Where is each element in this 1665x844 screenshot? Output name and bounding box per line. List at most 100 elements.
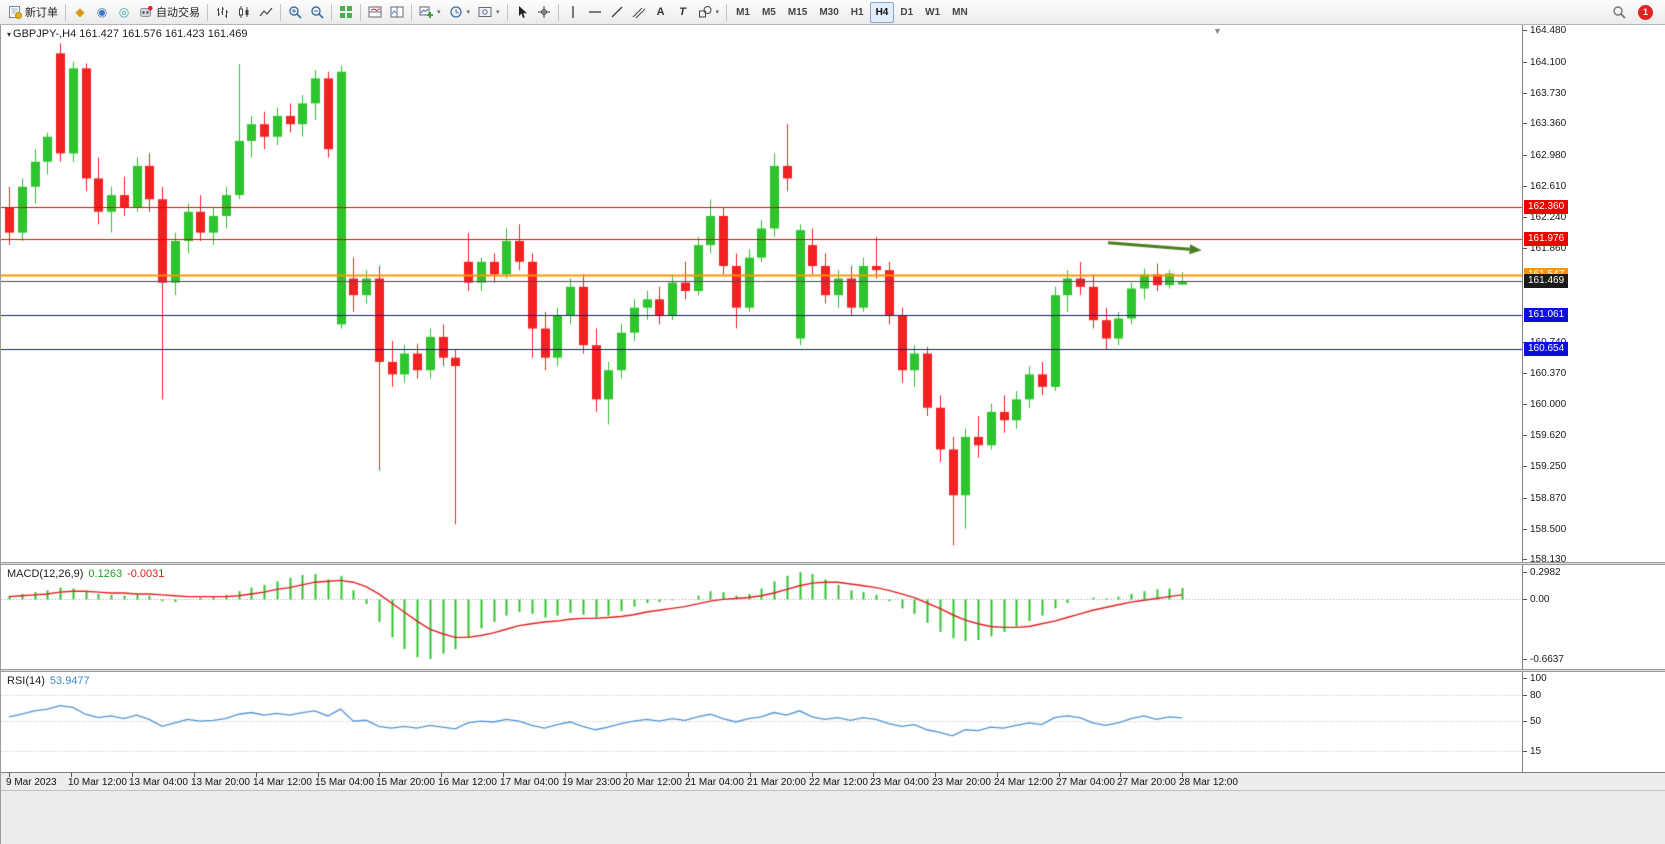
- panel-splitter[interactable]: [1, 562, 1665, 565]
- snapshot-button[interactable]: ▾: [474, 2, 504, 23]
- time-axis-tick-mark: [318, 773, 319, 777]
- trendline-button[interactable]: [606, 2, 628, 23]
- rsi-panel: RSI(14) 53.9477: [1, 672, 1522, 772]
- algo-trading-button[interactable]: 自动交易: [135, 2, 204, 23]
- time-axis-label: 23 Mar 04:00: [870, 777, 929, 788]
- chevron-down-icon: ▾: [466, 9, 471, 16]
- cycle-charts-icon: [449, 5, 463, 19]
- timeframe-h1[interactable]: H1: [850, 6, 864, 18]
- price-axis[interactable]: 164.480 164.100 163.730 163.360 162.980 162.6…: [1522, 25, 1665, 772]
- cursor-icon: [515, 5, 529, 19]
- toolbar-separator: [411, 3, 412, 21]
- time-axis[interactable]: 9 Mar 2023 10 Mar 12:00 13 Mar 04:00 13 Mar…: [1, 772, 1665, 790]
- time-axis-label: 21 Mar 04:00: [685, 777, 744, 788]
- new-order-button[interactable]: 新订单: [4, 2, 62, 23]
- cursor-button[interactable]: [511, 2, 533, 23]
- price-axis-tick: 0.00: [1522, 594, 1550, 606]
- time-axis-tick-mark: [1120, 773, 1121, 777]
- macd-value-main: 0.1263: [88, 568, 123, 580]
- zoom-out-button[interactable]: [306, 2, 328, 23]
- toolbar-buttons: 新订单 ◆ ◉ ◎ 自动交易 ▾ ▾ ▾ A T ▾ M1 M5 M15 M30 H1 H4 D1 W1 MN: [4, 0, 974, 24]
- time-axis-tick-mark: [997, 773, 998, 777]
- zoom-out-icon: [310, 5, 324, 19]
- price-axis-tick: 15: [1522, 746, 1542, 758]
- price-axis-tick: 163.730: [1522, 87, 1567, 99]
- notification-count: 1: [1642, 7, 1648, 17]
- price-axis-tick: 158.870: [1522, 492, 1567, 504]
- webterminal-button[interactable]: ◎: [113, 2, 135, 23]
- time-axis-tick-mark: [565, 773, 566, 777]
- label-tool-button[interactable]: T: [672, 2, 694, 23]
- timeframe-w1[interactable]: W1: [925, 6, 941, 18]
- chart-window: ▾ GBPJPY-,H4 161.427 161.576 161.423 161.…: [0, 25, 1665, 844]
- timeframe-h4[interactable]: H4: [869, 1, 895, 23]
- text-tool-button[interactable]: A: [650, 2, 672, 23]
- price-axis-tick: 160.000: [1522, 398, 1567, 410]
- time-axis-tick-mark: [379, 773, 380, 777]
- panel-splitter[interactable]: [1, 669, 1665, 672]
- time-axis-label: 13 Mar 04:00: [129, 777, 188, 788]
- timeframe-m15[interactable]: M15: [787, 6, 808, 18]
- channel-button[interactable]: [628, 2, 650, 23]
- toolbar-separator: [65, 3, 66, 21]
- chart-shift-marker-icon[interactable]: ▼: [1213, 26, 1222, 36]
- rsi-canvas[interactable]: [1, 672, 1522, 772]
- market-button[interactable]: ◆: [69, 2, 91, 23]
- time-axis-label: 9 Mar 2023: [6, 777, 57, 788]
- collapse-triangle-icon[interactable]: ▾: [7, 30, 12, 39]
- candlestick-chart-icon: [237, 5, 251, 19]
- time-axis-tick-mark: [873, 773, 874, 777]
- timeframe-d1[interactable]: D1: [900, 6, 914, 18]
- line-chart-button[interactable]: [255, 2, 277, 23]
- algo-trading-icon: [139, 5, 153, 19]
- price-axis-tick: 160.370: [1522, 367, 1567, 379]
- time-axis-label: 22 Mar 12:00: [809, 777, 868, 788]
- tile-windows-button[interactable]: [335, 2, 357, 23]
- timeframe-mn[interactable]: MN: [952, 6, 968, 18]
- main-chart-canvas[interactable]: [1, 25, 1522, 562]
- line-chart-icon: [259, 5, 273, 19]
- window-horizontal-icon: [368, 5, 382, 19]
- time-axis-label: 17 Mar 04:00: [500, 777, 559, 788]
- timeframe-m1[interactable]: M1: [736, 6, 750, 18]
- time-axis-tick-mark: [626, 773, 627, 777]
- chevron-down-icon: ▾: [715, 9, 720, 16]
- rsi-value: 53.9477: [49, 675, 90, 687]
- timeframe-m30[interactable]: M30: [819, 6, 839, 18]
- trendline-icon: [610, 5, 624, 19]
- cycle-charts-button[interactable]: ▾: [445, 2, 475, 23]
- new-chart-button[interactable]: ▾: [415, 2, 445, 23]
- window-horizontal-button[interactable]: [364, 2, 386, 23]
- time-axis-label: 21 Mar 20:00: [747, 777, 806, 788]
- window-vertical-button[interactable]: [386, 2, 408, 23]
- price-axis-tick: 158.500: [1522, 523, 1567, 535]
- timeframe-m5[interactable]: M5: [761, 6, 776, 18]
- community-button[interactable]: ◉: [91, 2, 113, 23]
- main-chart-panel: ▾ GBPJPY-,H4 161.427 161.576 161.423 161.…: [1, 25, 1522, 562]
- shapes-button[interactable]: ▾: [694, 2, 724, 23]
- bar-chart-button[interactable]: [211, 2, 233, 23]
- candlestick-chart-button[interactable]: [233, 2, 255, 23]
- time-axis-tick-mark: [1059, 773, 1060, 777]
- chevron-down-icon: ▾: [496, 9, 500, 16]
- time-axis-tick-mark: [812, 773, 813, 777]
- time-axis-tick-mark: [935, 773, 936, 777]
- horizontal-line-button[interactable]: [584, 2, 606, 23]
- label-tool-icon: T: [679, 6, 686, 18]
- zoom-in-button[interactable]: [284, 2, 306, 23]
- vertical-line-button[interactable]: [562, 2, 584, 23]
- macd-canvas[interactable]: [1, 565, 1522, 669]
- crosshair-button[interactable]: [533, 2, 555, 23]
- time-axis-label: 23 Mar 20:00: [932, 777, 991, 788]
- search-button[interactable]: [1608, 2, 1630, 23]
- price-axis-tick: 163.360: [1522, 118, 1567, 130]
- price-axis-tick: 50: [1522, 716, 1542, 728]
- time-axis-label: 10 Mar 12:00: [68, 777, 127, 788]
- bid-price-badge: 161.469: [1524, 274, 1569, 288]
- time-axis-tick-mark: [750, 773, 751, 777]
- hline-price-badge: 161.061: [1524, 308, 1569, 322]
- notification-badge[interactable]: 1: [1638, 4, 1653, 20]
- webterminal-icon: ◎: [118, 5, 130, 19]
- toolbar-separator: [331, 3, 332, 21]
- price-axis-tick: 162.610: [1522, 180, 1567, 192]
